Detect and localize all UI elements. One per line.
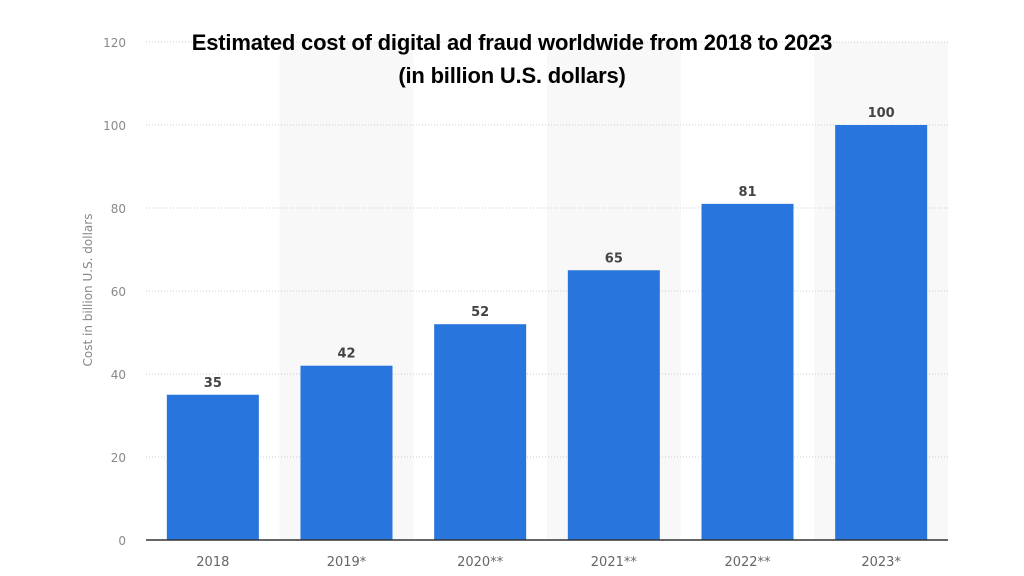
bar [300, 365, 393, 540]
y-tick-label: 20 [111, 451, 126, 465]
bar [835, 125, 928, 540]
x-tick-label: 2019* [327, 555, 367, 570]
bar [166, 394, 259, 540]
y-tick-label: 100 [103, 119, 126, 133]
bar [434, 324, 527, 540]
data-label: 42 [337, 347, 355, 362]
data-label: 100 [868, 106, 895, 121]
x-tick-label: 2020** [457, 555, 504, 570]
chart-title-line: Estimated cost of digital ad fraud world… [191, 30, 833, 55]
y-tick-label: 120 [103, 36, 126, 50]
y-tick-label: 0 [118, 534, 126, 548]
data-label: 81 [738, 185, 756, 200]
data-label: 65 [605, 251, 623, 266]
x-tick-label: 2021** [591, 555, 638, 570]
x-tick-label: 2023* [861, 555, 901, 570]
chart-title: Estimated cost of digital ad fraud world… [0, 26, 1024, 92]
bar [701, 203, 794, 540]
data-label: 35 [204, 376, 222, 391]
y-tick-label: 40 [111, 368, 126, 382]
bar [567, 270, 660, 540]
y-axis-label: Cost in billion U.S. dollars [81, 213, 95, 367]
y-tick-label: 80 [111, 202, 126, 216]
y-tick-label: 60 [111, 285, 126, 299]
x-tick-label: 2018 [196, 555, 229, 570]
x-tick-label: 2022** [724, 555, 771, 570]
data-label: 52 [471, 305, 489, 320]
chart-subtitle: (in billion U.S. dollars) [398, 63, 626, 88]
